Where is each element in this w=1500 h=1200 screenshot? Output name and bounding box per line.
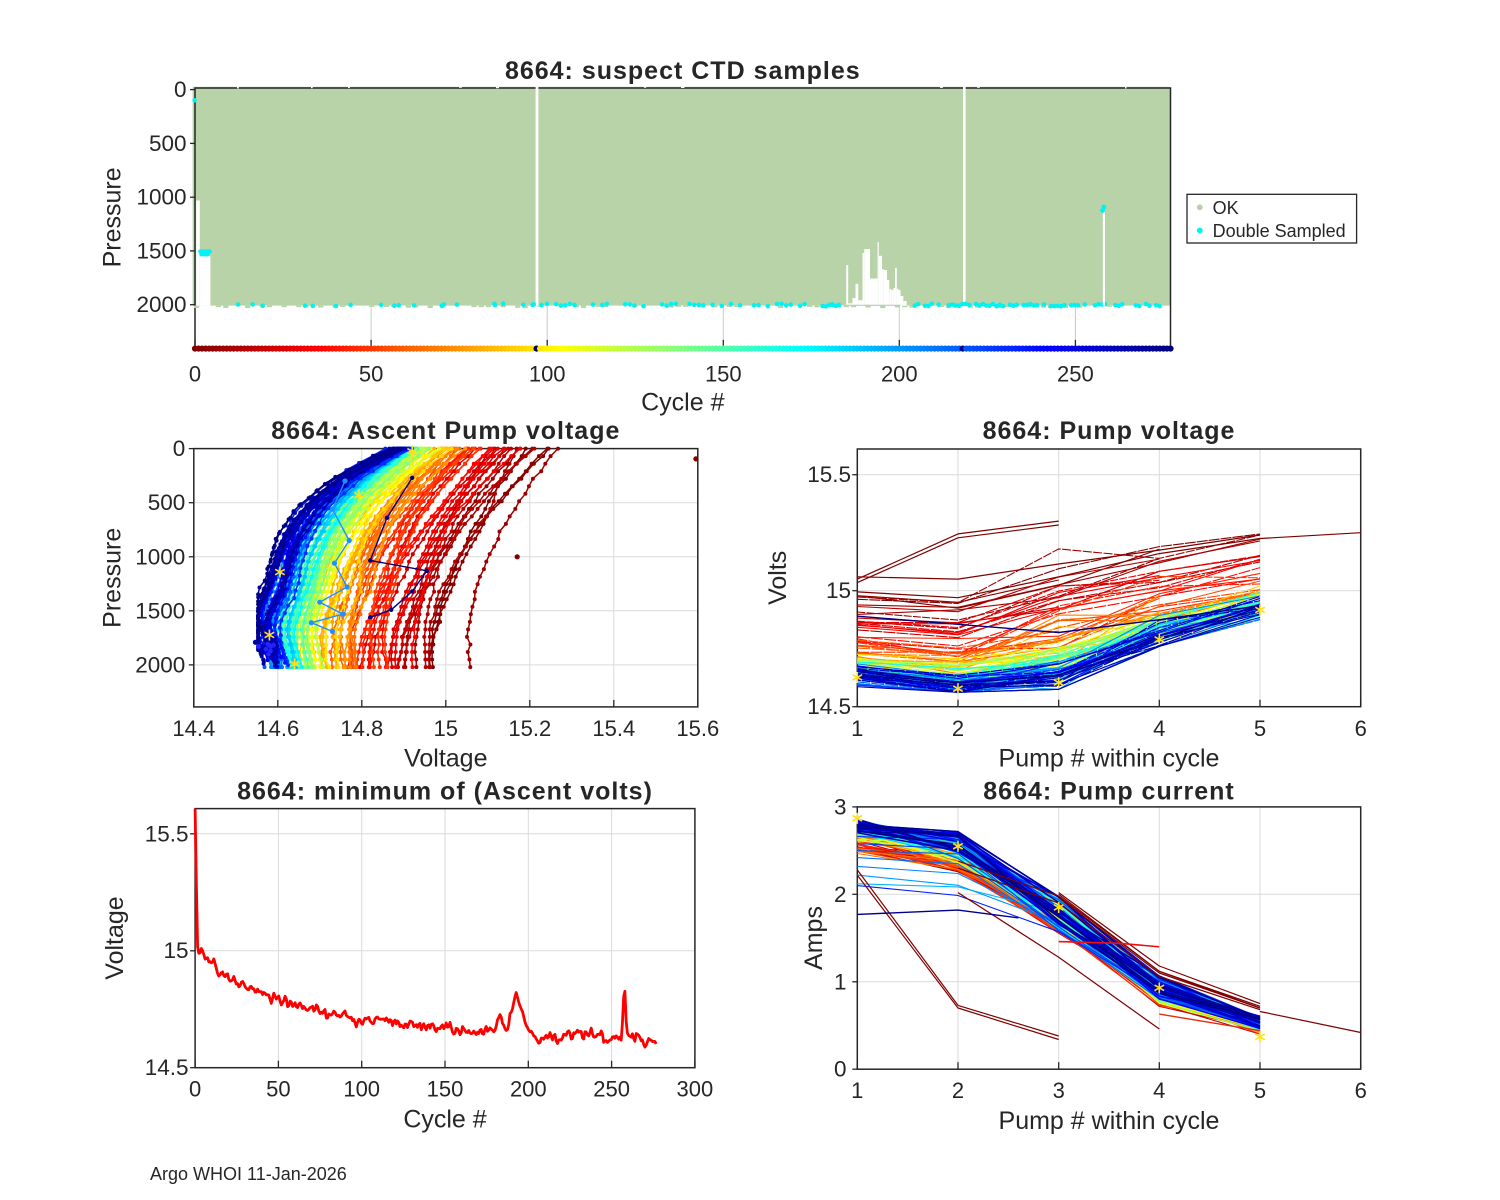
svg-text:2000: 2000 [135, 652, 185, 677]
svg-text:15.5: 15.5 [145, 821, 189, 846]
svg-text:150: 150 [705, 362, 742, 387]
svg-text:15: 15 [826, 578, 851, 603]
svg-text:1: 1 [851, 716, 863, 741]
svg-text:100: 100 [529, 362, 566, 387]
svg-text:0: 0 [174, 77, 187, 102]
svg-text:8664: Ascent Pump voltage: 8664: Ascent Pump voltage [271, 417, 620, 445]
svg-text:Cycle #: Cycle # [641, 389, 724, 417]
svg-text:0: 0 [189, 1077, 201, 1102]
svg-text:3: 3 [834, 794, 847, 819]
svg-text:5: 5 [1254, 716, 1266, 741]
svg-text:0: 0 [834, 1057, 847, 1082]
svg-text:50: 50 [359, 362, 383, 387]
svg-text:150: 150 [427, 1077, 464, 1102]
svg-text:15: 15 [163, 938, 188, 963]
svg-text:200: 200 [510, 1077, 547, 1102]
svg-text:14.8: 14.8 [340, 716, 383, 741]
svg-text:Voltage: Voltage [101, 896, 129, 979]
svg-text:Cycle #: Cycle # [403, 1106, 486, 1134]
svg-text:8664: suspect CTD samples: 8664: suspect CTD samples [505, 57, 861, 85]
svg-text:250: 250 [593, 1077, 630, 1102]
svg-text:Voltage: Voltage [404, 745, 487, 773]
svg-text:50: 50 [266, 1077, 290, 1102]
svg-text:15.6: 15.6 [676, 716, 719, 741]
svg-text:Double Sampled: Double Sampled [1213, 221, 1346, 241]
svg-text:1000: 1000 [136, 185, 186, 210]
svg-text:14.6: 14.6 [256, 716, 299, 741]
svg-text:200: 200 [881, 362, 918, 387]
svg-text:15.5: 15.5 [807, 462, 851, 487]
svg-text:2000: 2000 [136, 292, 186, 317]
svg-text:500: 500 [149, 131, 187, 156]
svg-text:8664: Pump voltage: 8664: Pump voltage [983, 417, 1236, 445]
svg-text:15.2: 15.2 [508, 716, 551, 741]
svg-text:1500: 1500 [136, 238, 186, 263]
svg-text:8664: Pump current: 8664: Pump current [983, 778, 1234, 806]
svg-text:15.4: 15.4 [592, 716, 635, 741]
svg-text:1000: 1000 [135, 544, 185, 569]
svg-text:0: 0 [173, 436, 186, 461]
svg-text:3: 3 [1053, 716, 1065, 741]
svg-text:100: 100 [343, 1077, 380, 1102]
svg-text:0: 0 [189, 362, 201, 387]
svg-text:1500: 1500 [135, 598, 185, 623]
svg-text:6: 6 [1355, 1078, 1367, 1103]
svg-text:6: 6 [1355, 716, 1367, 741]
svg-text:Pressure: Pressure [99, 528, 127, 628]
svg-text:2: 2 [834, 882, 847, 907]
svg-text:5: 5 [1254, 1078, 1266, 1103]
svg-text:Argo WHOI 11-Jan-2026: Argo WHOI 11-Jan-2026 [150, 1164, 347, 1184]
svg-text:2: 2 [952, 1078, 964, 1103]
svg-text:Amps: Amps [800, 906, 828, 970]
svg-text:14.4: 14.4 [172, 716, 215, 741]
svg-text:250: 250 [1057, 362, 1094, 387]
svg-text:Pump # within cycle: Pump # within cycle [999, 1107, 1220, 1135]
svg-text:300: 300 [677, 1077, 714, 1102]
svg-text:OK: OK [1213, 198, 1239, 218]
svg-text:1: 1 [834, 969, 847, 994]
svg-text:8664: minimum of (Ascent volts: 8664: minimum of (Ascent volts) [237, 778, 653, 806]
svg-text:2: 2 [952, 716, 964, 741]
svg-text:Pump # within cycle: Pump # within cycle [999, 745, 1220, 773]
svg-text:14.5: 14.5 [807, 694, 851, 719]
svg-text:Pressure: Pressure [99, 167, 127, 267]
svg-text:3: 3 [1053, 1078, 1065, 1103]
svg-text:15: 15 [434, 716, 458, 741]
svg-text:14.5: 14.5 [145, 1055, 189, 1080]
svg-text:4: 4 [1153, 1078, 1165, 1103]
svg-text:500: 500 [148, 490, 186, 515]
svg-text:1: 1 [851, 1078, 863, 1103]
svg-text:4: 4 [1153, 716, 1165, 741]
svg-text:Volts: Volts [764, 551, 792, 605]
